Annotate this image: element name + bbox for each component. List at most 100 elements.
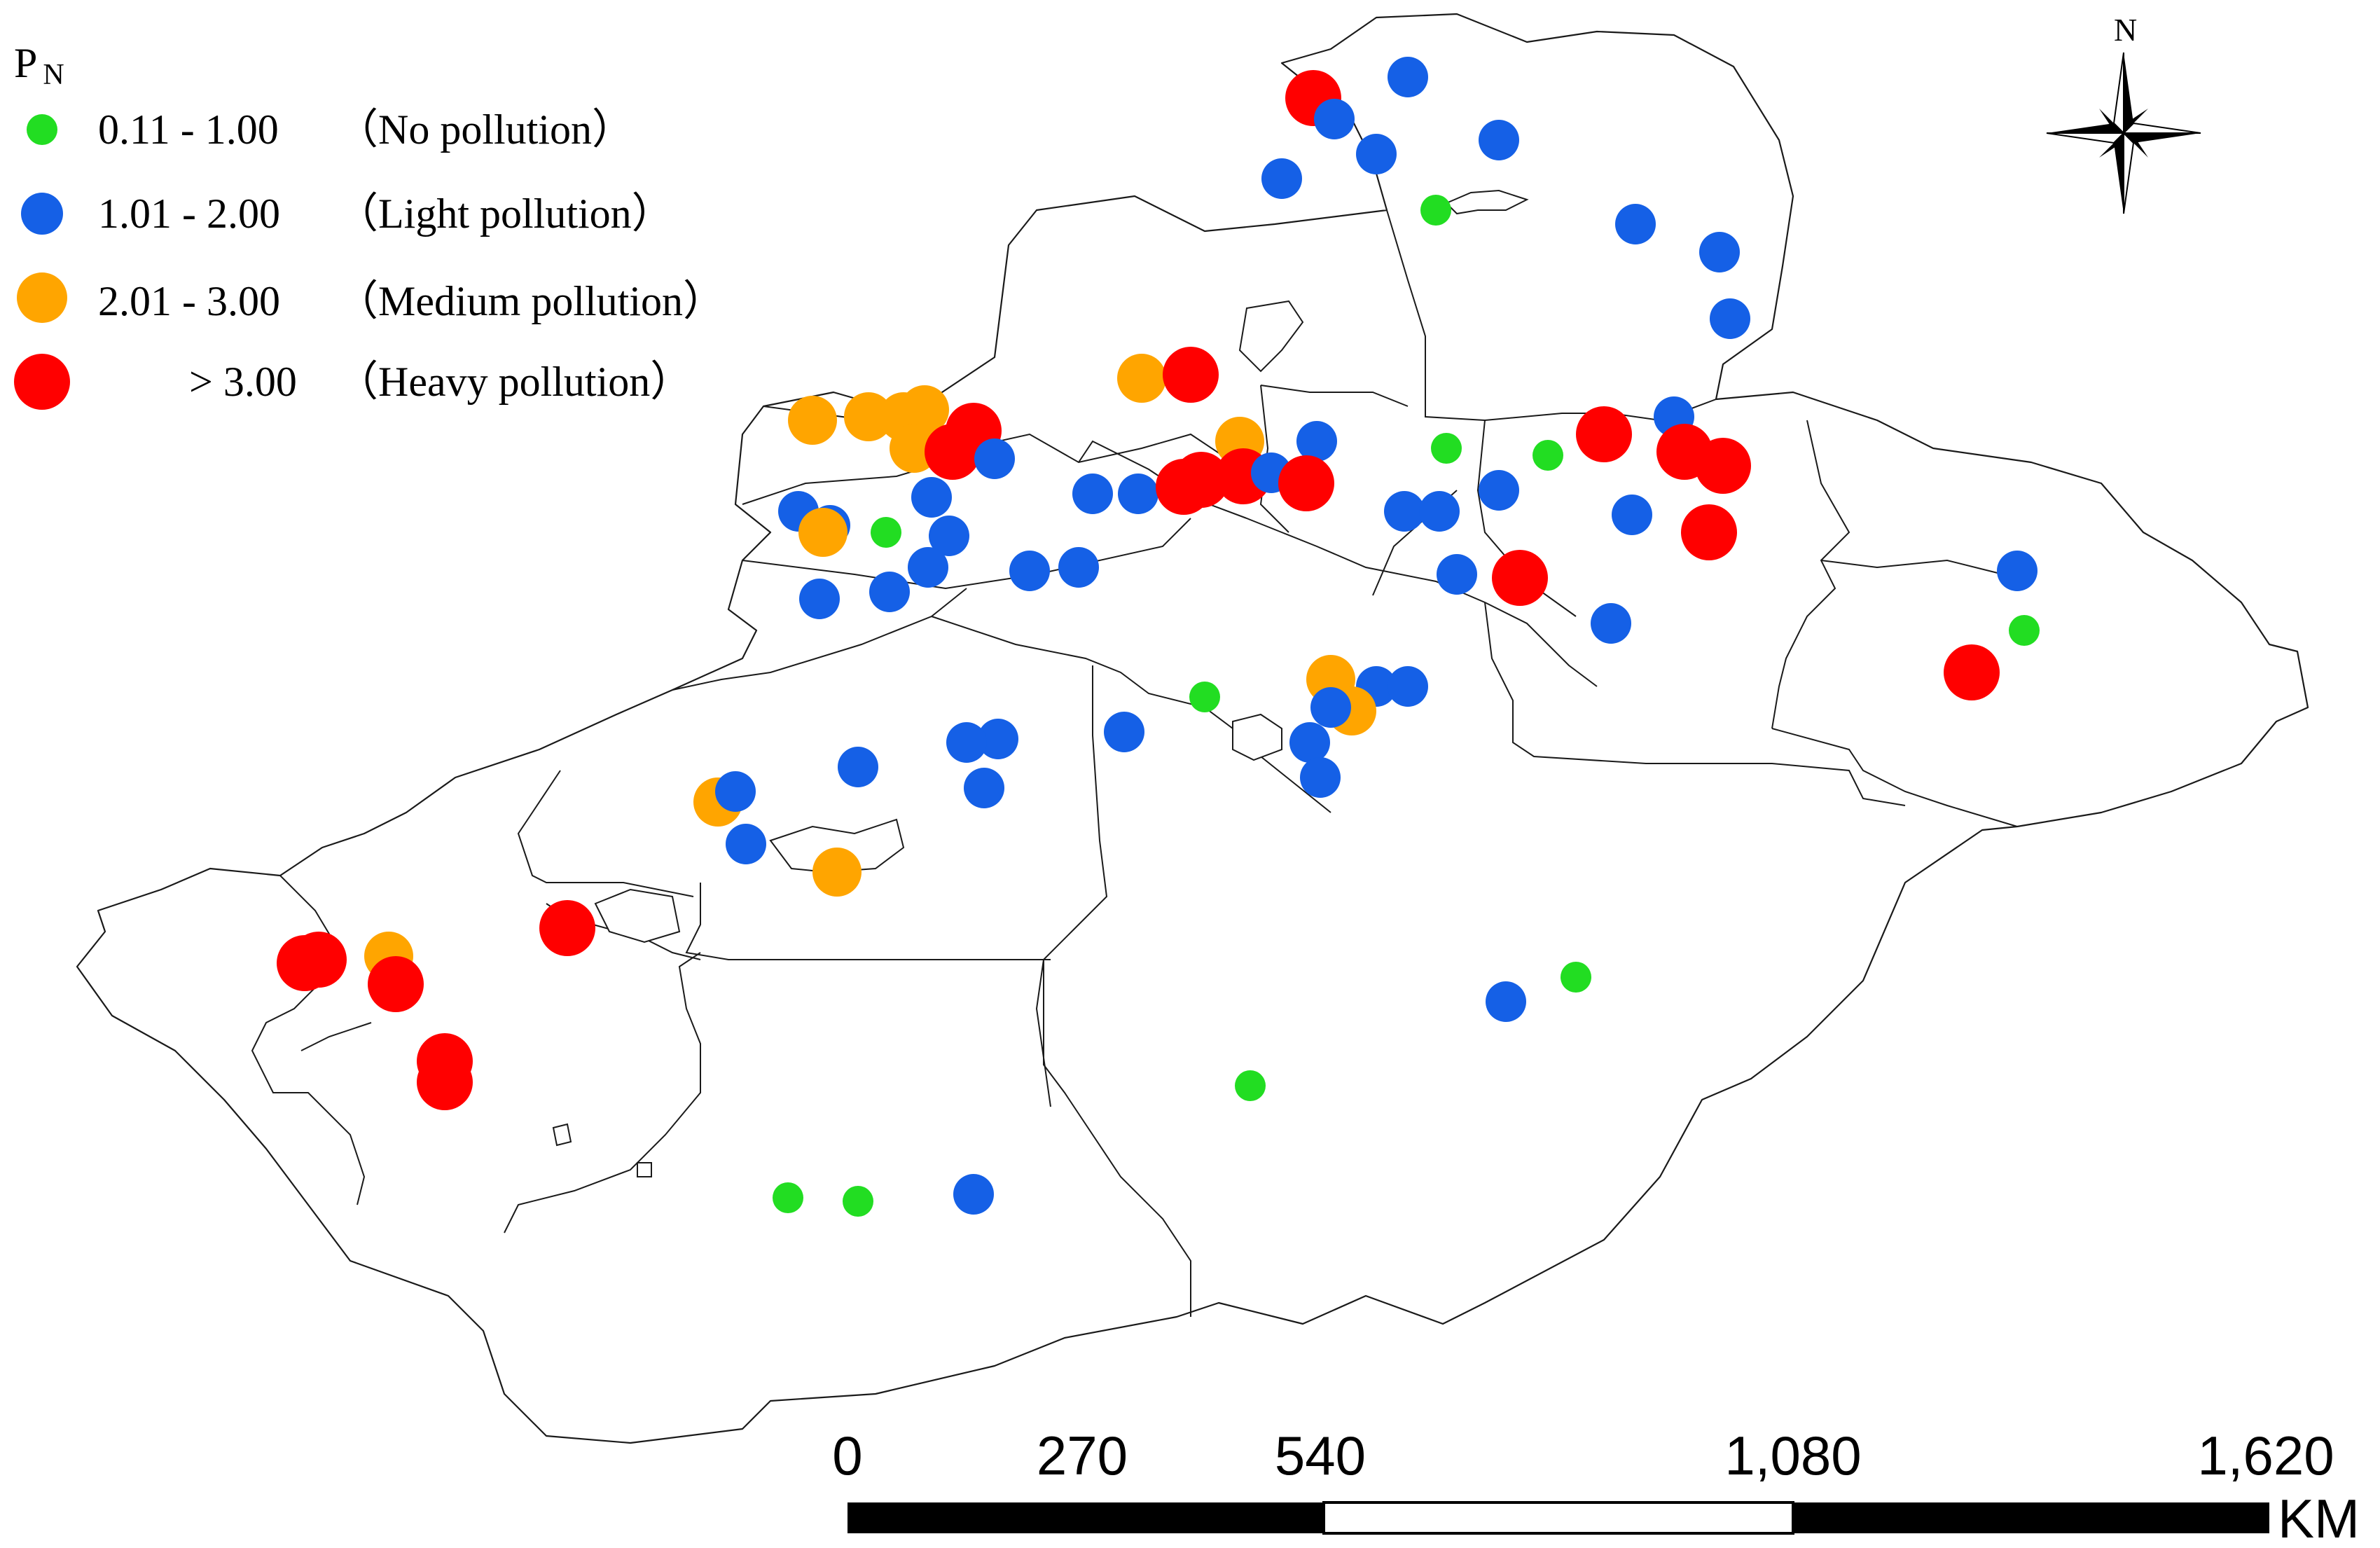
site-light-pollution — [1612, 495, 1652, 535]
lake-kanas — [769, 818, 905, 873]
site-light-pollution — [1300, 757, 1341, 798]
lakes — [552, 189, 1529, 1177]
site-heavy-pollution — [1944, 644, 2000, 700]
site-light-pollution — [1261, 158, 1302, 199]
site-no-pollution — [773, 1182, 803, 1213]
site-heavy-pollution — [291, 932, 347, 988]
site-light-pollution — [869, 572, 910, 612]
site-light-pollution — [1104, 712, 1144, 752]
site-no-pollution — [1561, 962, 1591, 993]
site-light-pollution — [1058, 547, 1099, 588]
site-light-pollution — [1314, 99, 1355, 139]
site-light-pollution — [978, 719, 1018, 759]
site-light-pollution — [1384, 491, 1425, 532]
site-no-pollution — [1533, 440, 1563, 471]
site-no-pollution — [2009, 615, 2040, 646]
legend-range-light-pollution: 1.01 - 2.00 — [98, 191, 280, 237]
lake-karakul — [594, 888, 681, 944]
scale-tick-1620: 1,620 — [2197, 1425, 2334, 1486]
site-light-pollution — [1419, 491, 1460, 532]
legend-label-light-pollution: （Light pollution） — [336, 191, 674, 237]
scale-bar: 0 270 540 1,080 1,620 KM — [832, 1425, 2360, 1548]
site-heavy-pollution — [1163, 347, 1219, 403]
site-light-pollution — [1710, 298, 1750, 339]
site-heavy-pollution — [1278, 455, 1334, 511]
site-light-pollution — [929, 516, 969, 556]
legend-range-medium-pollution: 2.01 - 3.00 — [98, 278, 280, 324]
site-light-pollution — [1479, 120, 1519, 160]
site-heavy-pollution — [1173, 452, 1229, 508]
site-heavy-pollution — [1576, 406, 1632, 462]
scale-tick-540: 540 — [1275, 1425, 1366, 1486]
legend-label-heavy-pollution: （Heavy pollution） — [336, 359, 692, 405]
site-heavy-pollution — [368, 956, 424, 1012]
site-light-pollution — [1591, 603, 1631, 644]
site-light-pollution — [1479, 470, 1519, 511]
site-heavy-pollution — [417, 1054, 473, 1110]
site-no-pollution — [843, 1186, 873, 1217]
legend-marker-no-pollution — [27, 114, 57, 145]
site-heavy-pollution — [539, 900, 595, 956]
site-no-pollution — [1431, 433, 1462, 464]
site-light-pollution — [953, 1174, 994, 1215]
legend-range-heavy-pollution: > 3.00 — [189, 359, 297, 405]
site-medium-pollution — [798, 508, 847, 557]
site-light-pollution — [1486, 981, 1526, 1022]
site-medium-pollution — [1117, 354, 1166, 403]
site-light-pollution — [838, 747, 878, 787]
site-light-pollution — [1289, 722, 1330, 763]
region-outline — [76, 13, 2309, 1444]
site-light-pollution — [715, 771, 756, 812]
scale-tick-1080: 1,080 — [1724, 1425, 1861, 1486]
legend-marker-medium-pollution — [17, 272, 67, 323]
lake-small-1 — [552, 1123, 572, 1147]
lake-ulungur — [1445, 189, 1529, 215]
site-no-pollution — [1189, 682, 1220, 712]
site-light-pollution — [1437, 554, 1477, 595]
site-medium-pollution — [788, 396, 837, 445]
site-no-pollution — [871, 517, 901, 548]
legend-range-no-pollution: 0.11 - 1.00 — [98, 106, 279, 153]
site-light-pollution — [1009, 551, 1050, 591]
site-no-pollution — [1420, 195, 1451, 226]
site-medium-pollution — [844, 392, 893, 441]
site-light-pollution — [974, 438, 1015, 479]
scale-tick-0: 0 — [832, 1425, 862, 1486]
site-light-pollution — [1310, 687, 1351, 728]
lake-sayram — [1238, 300, 1304, 373]
lake-bosten — [1232, 713, 1282, 761]
site-light-pollution — [1296, 421, 1337, 462]
site-light-pollution — [1388, 57, 1428, 97]
site-light-pollution — [911, 477, 952, 518]
site-no-pollution — [1235, 1070, 1266, 1101]
legend-marker-heavy-pollution — [14, 354, 70, 410]
site-light-pollution — [1997, 551, 2037, 591]
site-light-pollution — [1388, 666, 1428, 707]
scale-tick-270: 270 — [1037, 1425, 1128, 1486]
scale-segment-2 — [1322, 1501, 1794, 1535]
site-medium-pollution — [900, 385, 949, 434]
site-light-pollution — [946, 722, 987, 763]
site-heavy-pollution — [1681, 504, 1737, 560]
north-arrow: N — [2046, 12, 2201, 214]
site-light-pollution — [799, 579, 840, 619]
site-light-pollution — [1615, 204, 1656, 244]
site-light-pollution — [1072, 474, 1113, 514]
scale-segment-1 — [847, 1502, 1324, 1533]
scale-unit: KM — [2278, 1488, 2360, 1548]
site-light-pollution — [726, 824, 766, 864]
site-light-pollution — [1356, 134, 1397, 174]
legend-label-no-pollution: （No pollution） — [336, 106, 634, 153]
legend-label-medium-pollution: （Medium pollution） — [336, 278, 725, 324]
compass-rose-icon — [2046, 52, 2201, 214]
legend-marker-light-pollution — [21, 193, 63, 235]
site-heavy-pollution — [1695, 438, 1751, 494]
scale-segment-3 — [1793, 1502, 2269, 1533]
sampling-sites — [277, 57, 2040, 1217]
site-light-pollution — [964, 768, 1004, 808]
lake-small-2 — [637, 1162, 652, 1177]
site-light-pollution — [908, 547, 948, 588]
